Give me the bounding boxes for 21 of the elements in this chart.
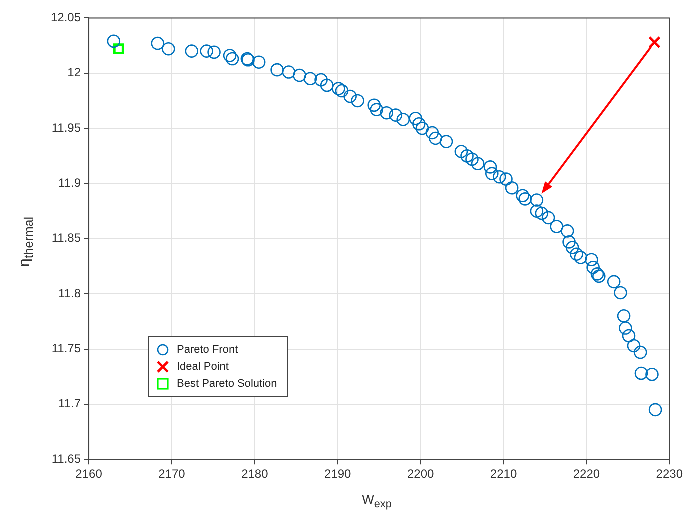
y-tick-label: 11.8 bbox=[58, 286, 82, 300]
x-tick-label: 2230 bbox=[656, 467, 684, 482]
y-tick-label: 12.05 bbox=[51, 10, 82, 25]
y-tick-label: 11.7 bbox=[58, 396, 82, 411]
y-tick-label: 11.65 bbox=[52, 452, 82, 466]
legend-label: Pareto Front bbox=[177, 344, 238, 356]
x-tick-label: 2160 bbox=[76, 467, 103, 482]
legend-label: Ideal Point bbox=[177, 360, 229, 372]
y-tick-label: 11.85 bbox=[52, 231, 82, 246]
x-tick-label: 2200 bbox=[407, 467, 434, 482]
x-tick-label: 2220 bbox=[573, 467, 600, 482]
y-tick-label: 11.75 bbox=[52, 342, 82, 356]
legend-label: Best Pareto Solution bbox=[177, 378, 278, 390]
y-tick-label: 12 bbox=[68, 66, 82, 80]
x-tick-label: 2170 bbox=[158, 467, 186, 482]
x-axis-title: W$_{exp}$ bbox=[361, 492, 393, 511]
x-tick-label: 2210 bbox=[490, 467, 518, 482]
y-tick-label: 11.9 bbox=[58, 176, 82, 190]
x-tick-label: 2190 bbox=[324, 467, 352, 482]
y-tick-label: 11.95 bbox=[52, 120, 82, 135]
x-tick-label: 2180 bbox=[242, 467, 269, 482]
